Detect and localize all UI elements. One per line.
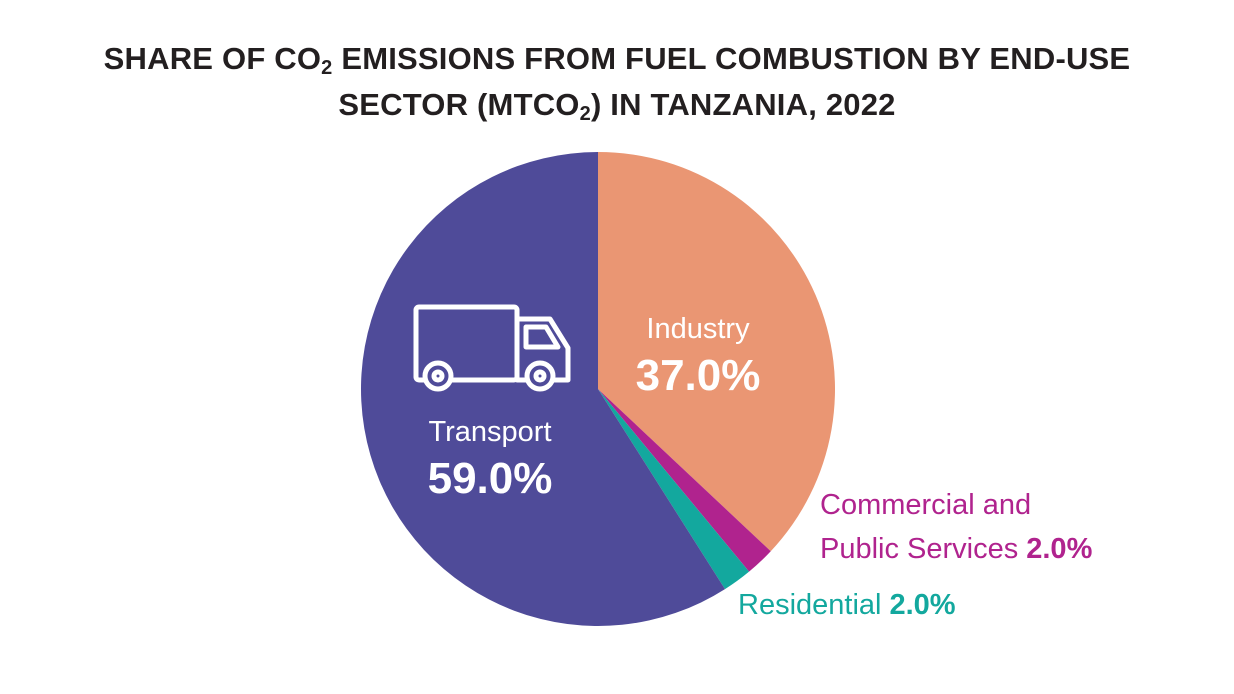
- chart-title-line-2: SECTOR (MTCO2) IN TANZANIA, 2022: [0, 82, 1234, 128]
- pie-slice-commercial-and-public-services: [598, 389, 771, 572]
- title-subscript: 2: [579, 103, 591, 125]
- slice-value-industry: 37.0%: [636, 351, 761, 400]
- title-text: SECTOR (MTCO: [338, 87, 580, 122]
- slice-label-transport: Transport: [428, 416, 551, 448]
- title-subscript: 2: [321, 57, 333, 79]
- slice-label-residential-line: Residential 2.0%: [738, 589, 956, 621]
- pie-slice-residential: [598, 389, 750, 590]
- slice-label-commercial-line-2: Public Services 2.0%: [820, 533, 1093, 565]
- title-text: EMISSIONS FROM FUEL COMBUSTION BY END-US…: [332, 41, 1131, 76]
- slice-label-public-services: Public Services: [820, 533, 1018, 565]
- title-text: ) IN TANZANIA, 2022: [590, 87, 896, 122]
- slice-label-commercial: Commercial and: [820, 489, 1031, 521]
- slice-label-industry: Industry: [646, 313, 750, 345]
- title-text: SHARE OF CO: [103, 41, 322, 76]
- slice-value-transport: 59.0%: [428, 454, 553, 503]
- truck-icon: [413, 304, 571, 392]
- slice-value-residential: 2.0%: [889, 589, 955, 621]
- slice-label-residential: Residential: [738, 589, 881, 621]
- pie-slice-industry: [598, 152, 835, 552]
- slice-value-commercial: 2.0%: [1026, 533, 1092, 565]
- chart-title-line-1: SHARE OF CO2 EMISSIONS FROM FUEL COMBUST…: [0, 36, 1234, 82]
- chart-title: SHARE OF CO2 EMISSIONS FROM FUEL COMBUST…: [0, 36, 1234, 128]
